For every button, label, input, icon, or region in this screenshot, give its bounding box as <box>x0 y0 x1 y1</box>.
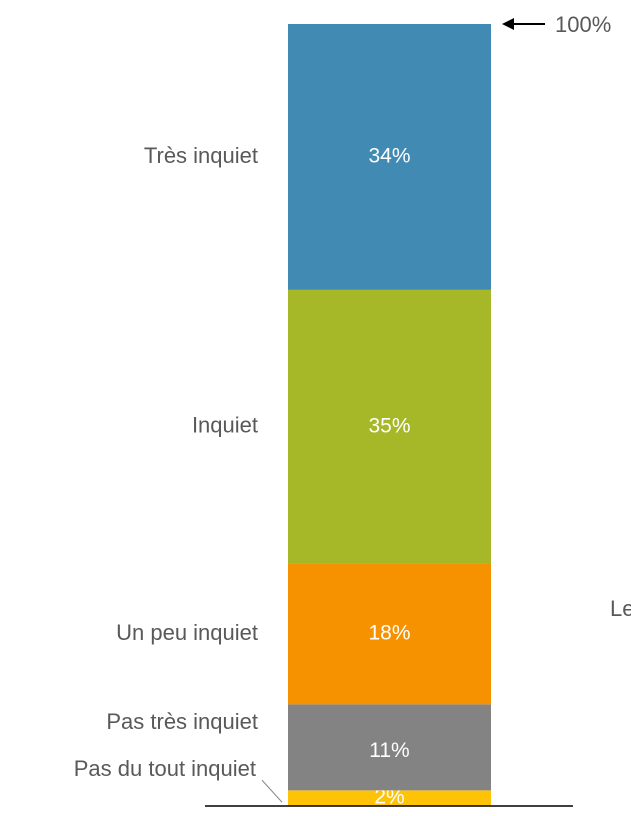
bar-segment <box>288 563 491 705</box>
value-label: 2% <box>374 786 404 809</box>
bar-segment <box>288 289 491 564</box>
bar-segment <box>288 24 491 290</box>
value-label: 11% <box>369 739 409 762</box>
value-label: 18% <box>368 622 410 645</box>
category-label: Pas très inquiet <box>106 709 258 734</box>
total-label: 100% <box>555 12 611 37</box>
category-label: Un peu inquiet <box>116 620 258 645</box>
category-label: Pas du tout inquiet <box>74 756 256 781</box>
bar-segment <box>288 704 491 791</box>
category-label: Inquiet <box>192 413 258 438</box>
cut-annotation: Le <box>610 596 631 621</box>
value-label: 35% <box>368 414 410 437</box>
category-label: Très inquiet <box>144 143 258 168</box>
value-label: 34% <box>368 144 410 167</box>
arrow-head <box>502 18 514 30</box>
bar-segment <box>288 790 491 806</box>
leader-line <box>261 779 283 803</box>
